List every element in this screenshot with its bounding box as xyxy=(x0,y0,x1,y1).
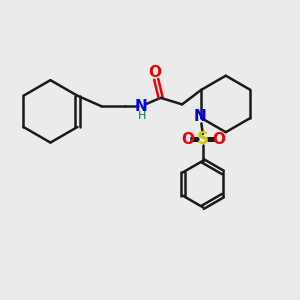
Text: N: N xyxy=(194,109,206,124)
Text: N: N xyxy=(135,99,148,114)
Text: H: H xyxy=(138,111,146,121)
Text: O: O xyxy=(148,65,161,80)
Text: O: O xyxy=(181,132,194,147)
Text: S: S xyxy=(197,130,209,148)
Text: O: O xyxy=(212,132,225,147)
